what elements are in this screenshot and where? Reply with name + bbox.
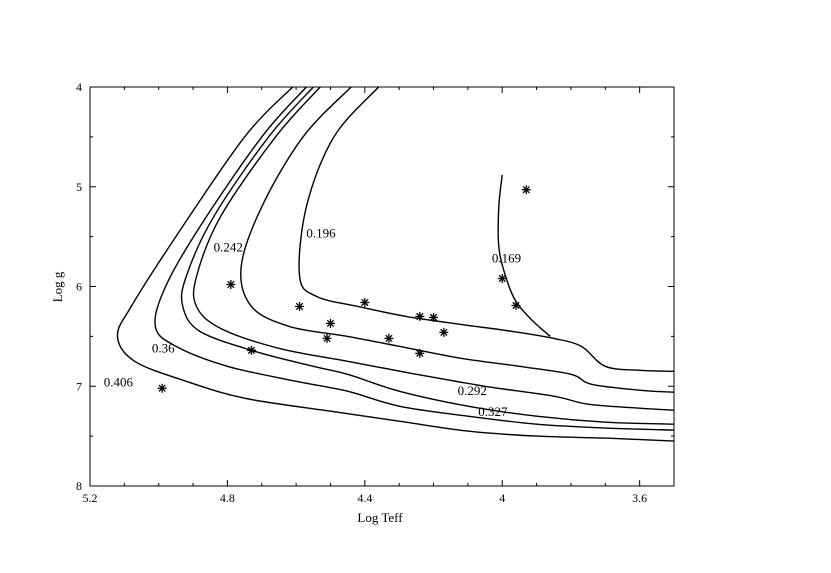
track-0.292 (192, 86, 675, 411)
y-tick-label: 4 (76, 80, 82, 94)
track-0.327 (180, 86, 675, 425)
star-marker (415, 348, 425, 358)
x-tick-label: 4.8 (220, 491, 235, 505)
star-marker (157, 383, 167, 393)
star-marker (322, 333, 332, 343)
star-marker (429, 312, 439, 322)
y-tick-label: 8 (76, 479, 82, 493)
axis-ticks: 5.2 4.8 4.4 4 3.6 4 5 6 7 8 (76, 80, 675, 505)
star-marker (360, 297, 370, 307)
star-markers (157, 185, 531, 393)
curve-label: 0.292 (458, 383, 487, 398)
x-tick-label: 4.4 (357, 491, 372, 505)
x-axis-title: Log Teff (357, 510, 403, 525)
y-tick-label: 7 (76, 379, 82, 393)
star-marker (325, 318, 335, 328)
star-marker (511, 300, 521, 310)
x-tick-label: 4 (499, 491, 505, 505)
curve-label: 0.169 (492, 251, 521, 266)
curve-label: 0.196 (306, 226, 336, 241)
track-0.406 (116, 86, 675, 442)
y-axis-title: Log g (50, 271, 65, 302)
track-0.242 (240, 86, 675, 393)
curve-label: 0.242 (214, 240, 243, 255)
star-marker (226, 280, 236, 290)
track-0.169 (497, 174, 551, 337)
star-marker (384, 333, 394, 343)
curve-label: 0.327 (478, 404, 508, 419)
y-tick-label: 6 (76, 280, 82, 294)
plot-frame (89, 86, 675, 487)
curve-labels: 0.406 0.36 0.327 0.292 0.242 0.196 0.169 (104, 226, 521, 420)
curve-label: 0.406 (104, 374, 134, 389)
star-marker (295, 301, 305, 311)
curve-label: 0.36 (152, 340, 175, 355)
star-marker (246, 345, 256, 355)
star-marker (497, 274, 507, 284)
star-marker (521, 185, 531, 195)
evolutionary-tracks (116, 86, 675, 442)
y-tick-label: 5 (76, 180, 82, 194)
star-marker (415, 311, 425, 321)
x-tick-label: 3.6 (632, 491, 647, 505)
track-0.196 (298, 86, 675, 372)
x-tick-label: 5.2 (83, 491, 98, 505)
track-0.36 (154, 86, 675, 431)
star-marker (439, 327, 449, 337)
